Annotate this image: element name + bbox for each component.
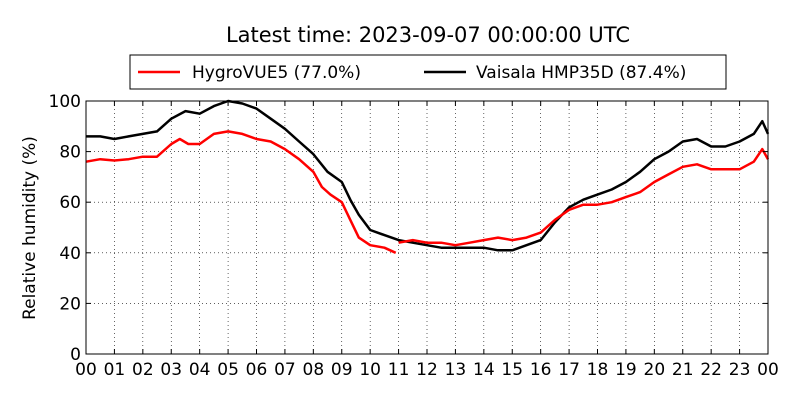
x-tick-label: 14 [473, 360, 495, 380]
x-tick-labels: 00 01 02 03 04 05 06 07 08 09 10 11 12 13 14 15 16 17 18 19… [75, 360, 779, 380]
x-tick-label: 11 [388, 360, 410, 380]
legend-label-vaisala: Vaisala HMP35D (87.4%) [476, 63, 686, 83]
x-tick-label: 21 [672, 360, 694, 380]
series-line-0 [85, 130, 397, 254]
y-tick-label: 60 [59, 193, 81, 213]
y-tick-label: 40 [59, 244, 81, 264]
y-tick-label: 100 [49, 92, 81, 112]
x-tick-label: 02 [132, 360, 154, 380]
x-tick-label: 16 [530, 360, 552, 380]
x-tick-label: 04 [189, 360, 211, 380]
y-tick-label: 80 [59, 143, 81, 163]
x-tick-label: 20 [644, 360, 666, 380]
x-tick-label: 07 [274, 360, 296, 380]
x-tick-label: 19 [615, 360, 637, 380]
x-tick-label: 03 [160, 360, 182, 380]
x-tick-label: 06 [246, 360, 268, 380]
legend-label-hygrovue5: HygroVUE5 (77.0%) [192, 63, 361, 83]
x-tick-label: 15 [501, 360, 523, 380]
x-tick-label: 13 [445, 360, 467, 380]
y-tick-label: 0 [70, 345, 81, 365]
x-tick-label: 12 [416, 360, 438, 380]
x-tick-label: 01 [104, 360, 126, 380]
x-tick-label: 09 [331, 360, 353, 380]
y-axis-label: Relative humidity (%) [20, 136, 40, 320]
y-tick-labels: 0 20 40 60 80 100 [49, 92, 81, 365]
plot-frame [85, 100, 769, 355]
x-tick-label: 05 [217, 360, 239, 380]
series-line-2 [398, 147, 770, 247]
x-tick-label: 23 [729, 360, 751, 380]
x-tick-label: 00 [757, 360, 779, 380]
x-tick-label: 17 [558, 360, 580, 380]
x-tick-label: 08 [303, 360, 325, 380]
series-group [85, 99, 770, 254]
legend: HygroVUE5 (77.0%) Vaisala HMP35D (87.4%) [129, 54, 727, 90]
y-tick-label: 20 [59, 294, 81, 314]
x-tick-label: 22 [700, 360, 722, 380]
x-tick-label: 00 [75, 360, 97, 380]
series-line-1 [86, 99, 770, 252]
x-tick-label: 10 [359, 360, 381, 380]
grid [85, 100, 769, 355]
x-tick-label: 18 [587, 360, 609, 380]
ticks [85, 100, 769, 355]
chart-title: Latest time: 2023-09-07 00:00:00 UTC [226, 23, 630, 47]
